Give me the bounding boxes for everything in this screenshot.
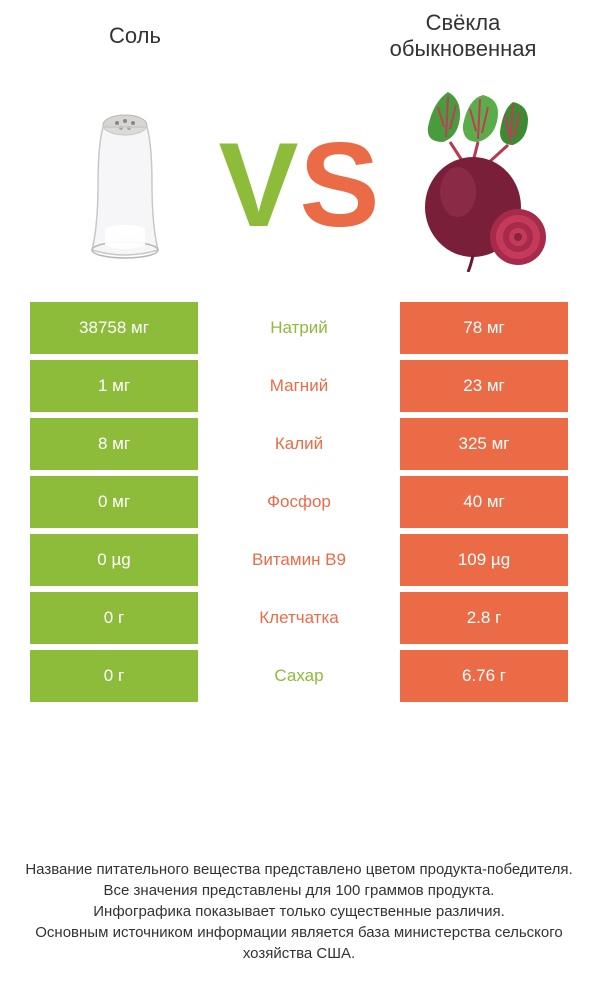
footer-line: Инфографика показывает только существенн… — [18, 901, 580, 922]
title-salt: Соль — [30, 23, 240, 49]
cell-right-value: 325 мг — [400, 418, 568, 470]
title-beet: Свёкла обыкновенная — [358, 10, 568, 62]
footer-line: Название питательного вещества представл… — [18, 859, 580, 880]
table-row: 0 г Сахар 6.76 г — [30, 650, 568, 702]
cell-right-value: 78 мг — [400, 302, 568, 354]
cell-left-value: 0 г — [30, 650, 198, 702]
cell-left-value: 0 г — [30, 592, 198, 644]
cell-right-value: 109 µg — [400, 534, 568, 586]
table-row: 38758 мг Натрий 78 мг — [30, 302, 568, 354]
cell-left-value: 8 мг — [30, 418, 198, 470]
table-row: 8 мг Калий 325 мг — [30, 418, 568, 470]
header: Соль Свёкла обыкновенная — [0, 0, 598, 67]
cell-left-value: 38758 мг — [30, 302, 198, 354]
cell-left-value: 0 µg — [30, 534, 198, 586]
vs-label: V S — [218, 125, 379, 245]
cell-nutrient-name: Магний — [204, 360, 394, 412]
table-row: 1 мг Магний 23 мг — [30, 360, 568, 412]
cell-nutrient-name: Сахар — [204, 650, 394, 702]
cell-nutrient-name: Витамин B9 — [204, 534, 394, 586]
footer-line: Основным источником информации является … — [18, 922, 580, 964]
footer-line: Все значения представлены для 100 граммо… — [18, 880, 580, 901]
cell-nutrient-name: Клетчатка — [204, 592, 394, 644]
table-row: 0 µg Витамин B9 109 µg — [30, 534, 568, 586]
cell-right-value: 6.76 г — [400, 650, 568, 702]
cell-nutrient-name: Фосфор — [204, 476, 394, 528]
footer-notes: Название питательного вещества представл… — [0, 859, 598, 964]
vs-s-letter: S — [300, 125, 380, 245]
cell-nutrient-name: Натрий — [204, 302, 394, 354]
image-beet — [388, 87, 558, 272]
cell-nutrient-name: Калий — [204, 418, 394, 470]
cell-right-value: 2.8 г — [400, 592, 568, 644]
image-salt — [40, 87, 210, 272]
cell-right-value: 23 мг — [400, 360, 568, 412]
nutrition-table: 38758 мг Натрий 78 мг 1 мг Магний 23 мг … — [0, 302, 598, 702]
cell-left-value: 0 мг — [30, 476, 198, 528]
table-row: 0 г Клетчатка 2.8 г — [30, 592, 568, 644]
cell-left-value: 1 мг — [30, 360, 198, 412]
cell-right-value: 40 мг — [400, 476, 568, 528]
images-row: V S — [0, 67, 598, 302]
vs-v-letter: V — [218, 125, 298, 245]
table-row: 0 мг Фосфор 40 мг — [30, 476, 568, 528]
